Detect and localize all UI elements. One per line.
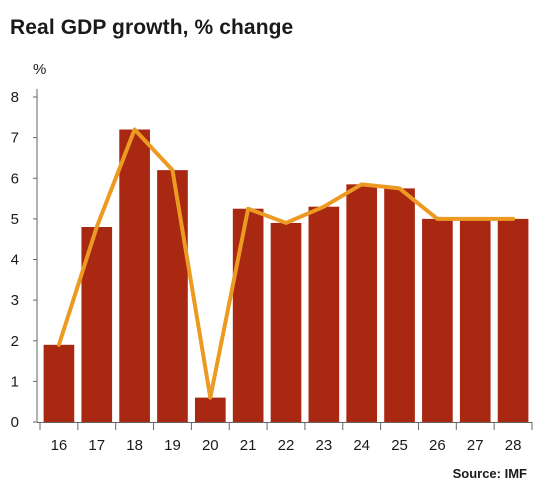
y-tick-label-3: 3 xyxy=(11,292,19,309)
bar-25 xyxy=(384,188,415,422)
y-tick-label-4: 4 xyxy=(11,252,19,269)
bar-27 xyxy=(459,218,491,423)
line-point-23 xyxy=(322,205,326,209)
y-tick-label-8: 8 xyxy=(11,89,19,106)
chart-title: Real GDP growth, % change xyxy=(10,16,294,39)
line-point-28 xyxy=(511,217,515,221)
source-note: Source: IMF xyxy=(452,466,527,481)
line-point-20 xyxy=(208,396,212,400)
y-tick-label-0: 0 xyxy=(11,414,19,431)
bar-26 xyxy=(422,218,453,423)
y-tick-label-7: 7 xyxy=(11,130,19,147)
x-tick-label-21: 21 xyxy=(240,437,257,454)
x-tick-label-22: 22 xyxy=(278,437,295,454)
bars-group xyxy=(43,129,529,423)
x-tick-label-26: 26 xyxy=(429,437,446,454)
bar-22 xyxy=(270,222,302,422)
bar-20 xyxy=(194,397,226,423)
line-point-16 xyxy=(57,343,61,347)
line-point-27 xyxy=(473,217,477,221)
x-tick-label-18: 18 xyxy=(126,437,143,454)
bar-23 xyxy=(308,206,340,422)
bar-18 xyxy=(119,129,150,422)
x-tick-label-24: 24 xyxy=(353,437,370,454)
line-point-19 xyxy=(170,168,174,172)
bar-28 xyxy=(497,218,529,423)
line-point-24 xyxy=(360,182,364,186)
y-tick-label-2: 2 xyxy=(11,333,19,350)
x-tick-label-28: 28 xyxy=(505,437,522,454)
line-point-26 xyxy=(435,217,439,221)
y-tick-label-6: 6 xyxy=(11,170,19,187)
line-point-18 xyxy=(133,128,137,131)
x-tick-label-25: 25 xyxy=(391,437,408,454)
y-tick-label-1: 1 xyxy=(11,373,19,390)
y-axis-unit-label: % xyxy=(33,61,47,78)
x-tick-label-23: 23 xyxy=(316,437,333,454)
line-point-17 xyxy=(95,225,99,229)
bar-24 xyxy=(346,184,378,422)
line-point-22 xyxy=(284,221,288,225)
bar-21 xyxy=(232,208,264,422)
bar-16 xyxy=(43,344,75,422)
x-tick-label-17: 17 xyxy=(88,437,105,454)
bar-19 xyxy=(157,170,188,423)
x-tick-label-27: 27 xyxy=(467,437,484,454)
x-tick-label-19: 19 xyxy=(164,437,181,454)
line-group xyxy=(56,127,516,400)
x-tick-label-16: 16 xyxy=(51,437,68,454)
line-point-21 xyxy=(246,207,250,211)
y-tick-label-5: 5 xyxy=(11,211,19,228)
line-point-25 xyxy=(398,186,402,190)
x-tick-label-20: 20 xyxy=(202,437,219,454)
